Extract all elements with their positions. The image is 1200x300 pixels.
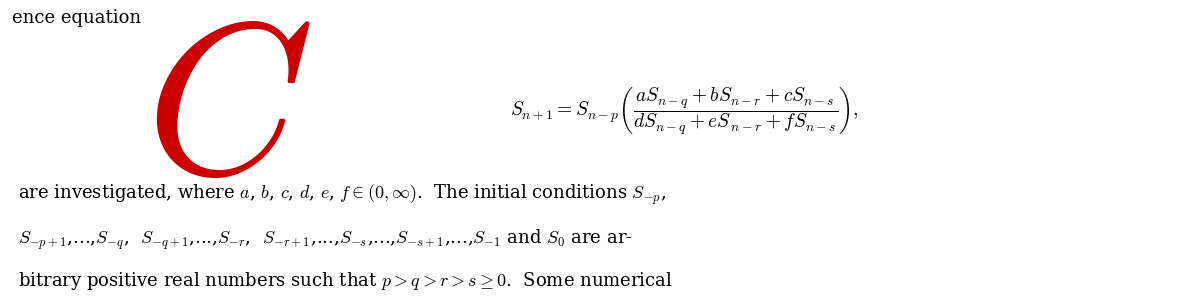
Text: $S_{n+1} = S_{n-p}\left(\dfrac{aS_{n-q} + bS_{n-r} + cS_{n-s}}{dS_{n-q} + eS_{\,: $S_{n+1} = S_{n-p}\left(\dfrac{aS_{n-q} … (510, 85, 858, 137)
Text: bitrary positive real numbers such that $p > q > r > s \geq 0$.  Some numerical: bitrary positive real numbers such that … (18, 270, 673, 292)
Text: are investigated, where $a$, $b$, $c$, $d$, $e$, $f \in (0, \infty)$.  The initi: are investigated, where $a$, $b$, $c$, $… (18, 183, 666, 207)
Text: $S_{-p+1}$,...,$S_{-q}$,  $S_{-q+1}$,...,$S_{-r}$,  $S_{-r+1}$,...,$S_{-s}$,...,: $S_{-p+1}$,...,$S_{-q}$, $S_{-q+1}$,...,… (18, 228, 632, 252)
Text: $\mathbf{\mathit{C}}$: $\mathbf{\mathit{C}}$ (145, 10, 311, 218)
Text: ence equation: ence equation (12, 9, 142, 27)
